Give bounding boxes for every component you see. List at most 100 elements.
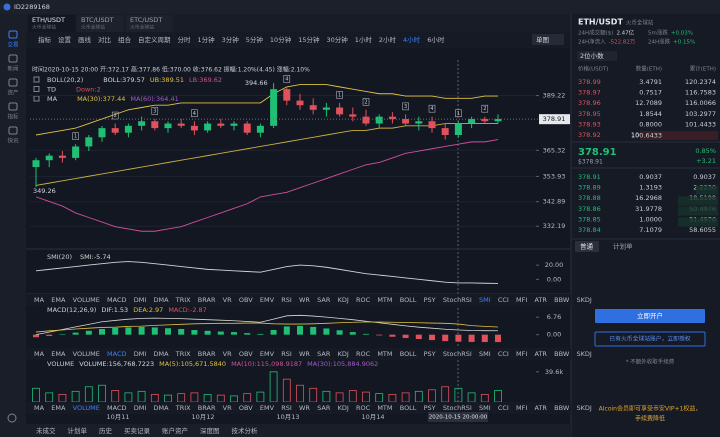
indicator-tab[interactable]: DMI	[134, 350, 147, 358]
indicator-tab[interactable]: ROC	[356, 350, 371, 358]
indicator-tab[interactable]: MA	[34, 350, 45, 358]
indicator-tab[interactable]: BRAR	[198, 350, 216, 358]
indicator-tab[interactable]: MTM	[377, 404, 392, 412]
legend-toggle[interactable]	[33, 86, 40, 92]
indicator-tab[interactable]: VOLUME	[73, 350, 100, 358]
toolbar-item[interactable]: 指标	[38, 35, 52, 44]
indicator-tab[interactable]: MTM	[377, 296, 392, 304]
indicator-tab[interactable]: OBV	[239, 350, 253, 358]
indicator-tab[interactable]: EMA	[51, 350, 66, 358]
toolbar-item[interactable]: 5分钟	[246, 35, 264, 44]
indicator-tab[interactable]: BBW	[554, 404, 570, 412]
indicator-tab[interactable]: MTM	[377, 350, 392, 358]
toolbar-item[interactable]: 4小时	[403, 35, 421, 44]
sidebar-icon[interactable]	[8, 78, 18, 87]
indicator-tab[interactable]: EMV	[260, 404, 275, 412]
indicator-tab[interactable]: SMI	[479, 404, 491, 412]
indicator-tab[interactable]: DMA	[153, 296, 169, 304]
indicator-tab[interactable]: WR	[299, 404, 310, 412]
indicator-tab[interactable]: BOLL	[400, 350, 417, 358]
precision-select[interactable]	[577, 51, 617, 61]
bottom-tab[interactable]: 未成交	[36, 426, 56, 435]
indicator-tab[interactable]: SKDJ	[576, 350, 591, 358]
indicator-tab[interactable]: SKDJ	[576, 296, 591, 304]
indicator-tab[interactable]: TRIX	[175, 296, 191, 304]
layout-button-label[interactable]: 单图	[536, 35, 549, 44]
indicator-tab[interactable]: StochRSI	[443, 296, 472, 304]
bottom-tab[interactable]: 深度图	[200, 426, 220, 435]
indicator-tab[interactable]: KDJ	[338, 296, 349, 304]
toolbar-item[interactable]: 2小时	[379, 35, 397, 44]
indicator-tab[interactable]: OBV	[239, 404, 253, 412]
precision-label[interactable]: 2位小数	[580, 51, 604, 60]
sidebar-label[interactable]: 快讯	[7, 137, 19, 145]
sidebar-icon[interactable]	[8, 54, 18, 63]
sidebar-icon[interactable]	[8, 126, 18, 135]
bottom-tab[interactable]: 技术分析	[232, 426, 259, 435]
toolbar-item[interactable]: 组合	[118, 35, 132, 44]
indicator-tab[interactable]: BOLL	[400, 404, 417, 412]
indicator-tab[interactable]: RSI	[281, 404, 292, 412]
indicator-tab[interactable]: BOLL	[400, 296, 417, 304]
pair-tab-exchange[interactable]: 火币全球站	[81, 24, 105, 31]
authorize-button[interactable]	[594, 331, 706, 347]
sidebar-icon[interactable]	[8, 30, 18, 39]
indicator-tab[interactable]: CCI	[498, 404, 509, 412]
indicator-tab[interactable]: MFI	[516, 350, 527, 358]
toolbar-item[interactable]: 1分钟	[198, 35, 216, 44]
pair-tab-title[interactable]: BTC/USDT	[81, 16, 114, 24]
indicator-tab[interactable]: DMI	[134, 296, 147, 304]
indicator-tab[interactable]: KDJ	[338, 404, 349, 412]
indicator-tab[interactable]: BRAR	[198, 296, 216, 304]
toolbar-item[interactable]: 3分钟	[222, 35, 240, 44]
indicator-tab[interactable]: MACD	[107, 350, 126, 358]
indicator-tab[interactable]: ATR	[535, 404, 548, 412]
pair-tab-title[interactable]: ETH/USDT	[32, 16, 65, 24]
indicator-tab[interactable]: PSY	[424, 350, 436, 358]
pair-tab[interactable]	[28, 15, 75, 32]
toolbar-item[interactable]: 10分钟	[270, 35, 292, 44]
indicator-tab[interactable]: VR	[223, 296, 232, 304]
indicator-tab[interactable]: MA	[34, 296, 45, 304]
sidebar-icon[interactable]	[8, 102, 18, 111]
indicator-tab[interactable]: DMI	[134, 404, 147, 412]
indicator-tab[interactable]: EMV	[260, 296, 275, 304]
pair-tab[interactable]	[126, 15, 173, 32]
sidebar-label[interactable]: 指标	[7, 113, 19, 121]
bottom-tab[interactable]: 账户资产	[162, 426, 189, 435]
indicator-tab[interactable]: VOLUME	[73, 296, 100, 304]
pair-tab[interactable]	[77, 15, 124, 32]
indicator-tab[interactable]: StochRSI	[443, 350, 472, 358]
indicator-tab[interactable]: OBV	[239, 296, 253, 304]
sidebar-label[interactable]: 新闻	[7, 65, 18, 73]
toolbar-item[interactable]: 15分钟	[298, 35, 320, 44]
indicator-tab[interactable]: BRAR	[198, 404, 216, 412]
layout-button[interactable]	[532, 34, 564, 45]
indicator-tab[interactable]: StochRSI	[443, 404, 472, 412]
indicator-tab[interactable]: KDJ	[338, 350, 349, 358]
indicator-tab[interactable]: TRIX	[175, 350, 191, 358]
order-tab[interactable]: 计划单	[613, 242, 633, 251]
toolbar-item[interactable]: 30分钟	[326, 35, 348, 44]
indicator-tab[interactable]: SAR	[317, 404, 331, 412]
indicator-tab[interactable]: SMI	[479, 350, 491, 358]
indicator-tab[interactable]: CCI	[498, 296, 509, 304]
indicator-tab[interactable]: WR	[299, 350, 310, 358]
help-icon[interactable]	[7, 413, 17, 423]
indicator-tab[interactable]: EMA	[51, 404, 66, 412]
indicator-tab[interactable]: SAR	[317, 296, 331, 304]
indicator-tab[interactable]: VR	[223, 404, 232, 412]
sidebar-label[interactable]: 资产	[7, 89, 19, 97]
indicator-tab[interactable]: MFI	[516, 296, 527, 304]
indicator-tab[interactable]: EMV	[260, 350, 275, 358]
bottom-tab[interactable]: 买卖记录	[124, 427, 151, 435]
indicator-tab[interactable]: MA	[34, 404, 45, 412]
indicator-tab[interactable]: ROC	[356, 404, 371, 412]
indicator-tab[interactable]: DMA	[153, 404, 169, 412]
legend-toggle[interactable]	[33, 76, 40, 83]
indicator-tab[interactable]: BBW	[554, 350, 570, 358]
authorize-label[interactable]: 已有火币全球站账户，立即授权	[609, 335, 690, 343]
indicator-tab[interactable]: TRIX	[175, 404, 191, 412]
open-account-label[interactable]: 立即开户	[637, 311, 663, 320]
sidebar-label[interactable]: 交易	[7, 41, 18, 49]
